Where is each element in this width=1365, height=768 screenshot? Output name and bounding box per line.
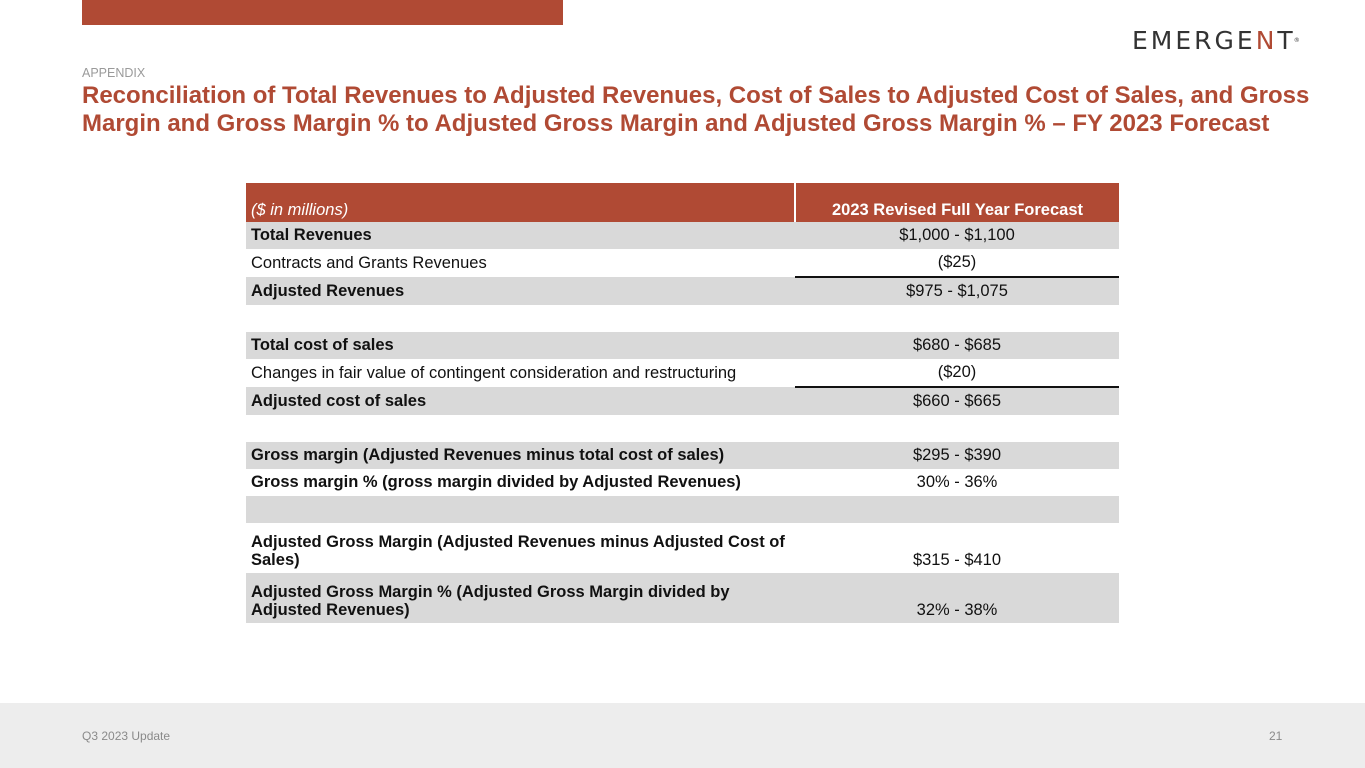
row-value: $1,000 - $1,100	[795, 222, 1119, 249]
section-kicker: APPENDIX	[82, 66, 146, 80]
table-row: Gross margin (Adjusted Revenues minus to…	[246, 442, 1119, 469]
table-row: Contracts and Grants Revenues ($25)	[246, 249, 1119, 278]
table-row: Adjusted Gross Margin % (Adjusted Gross …	[246, 573, 1119, 623]
emergent-logo: EMERGENT®	[1132, 26, 1308, 56]
row-value: $680 - $685	[795, 332, 1119, 359]
table-spacer-row	[246, 496, 1119, 523]
footer: Q3 2023 Update 21	[0, 703, 1365, 768]
row-label: Contracts and Grants Revenues	[251, 253, 487, 272]
row-value: 32% - 38%	[795, 573, 1119, 623]
column-header-units: ($ in millions)	[246, 183, 796, 222]
table-spacer-row	[246, 305, 1119, 332]
top-accent-bar	[82, 0, 563, 25]
reconciliation-table: ($ in millions) 2023 Revised Full Year F…	[246, 183, 1119, 623]
row-value: ($20)	[795, 359, 1119, 388]
row-value	[795, 415, 1119, 442]
table-row: Total Revenues $1,000 - $1,100	[246, 222, 1119, 249]
table-header-row: ($ in millions) 2023 Revised Full Year F…	[246, 183, 1119, 222]
page-title: Reconciliation of Total Revenues to Adju…	[82, 82, 1310, 137]
row-label	[246, 496, 795, 523]
row-value: $315 - $410	[912, 551, 1002, 569]
row-value	[795, 305, 1119, 332]
page-number: 21	[1269, 729, 1283, 743]
table-row: Adjusted cost of sales $660 - $665	[246, 387, 1119, 415]
footer-deck-title: Q3 2023 Update	[82, 729, 171, 743]
row-value: ($25)	[795, 249, 1119, 278]
row-value: $660 - $665	[795, 387, 1119, 415]
table-row: Total cost of sales $680 - $685	[246, 332, 1119, 359]
row-label: Total cost of sales	[246, 332, 795, 359]
row-label: Total Revenues	[246, 222, 795, 249]
row-label: Gross margin % (gross margin divided by …	[251, 473, 741, 491]
row-value: 30% - 36%	[916, 473, 998, 491]
table-row: Adjusted Revenues $975 - $1,075	[246, 277, 1119, 305]
row-label: Adjusted Revenues	[246, 277, 795, 305]
table-row: Gross margin % (gross margin divided by …	[246, 469, 1119, 496]
table-row: Changes in fair value of contingent cons…	[246, 359, 1119, 388]
row-label: Gross margin (Adjusted Revenues minus to…	[246, 442, 795, 469]
row-label	[246, 415, 795, 442]
row-value: $975 - $1,075	[795, 277, 1119, 305]
row-label: Adjusted Gross Margin % (Adjusted Gross …	[246, 573, 795, 623]
table-row: Adjusted Gross Margin (Adjusted Revenues…	[246, 523, 1119, 573]
row-value: $295 - $390	[795, 442, 1119, 469]
logo-text-start: EMERGE	[1132, 26, 1256, 55]
row-label: Adjusted Gross Margin (Adjusted Revenues…	[251, 533, 785, 569]
table-spacer-row	[246, 415, 1119, 442]
logo-accent-letter: N	[1255, 26, 1278, 55]
logo-text-end: T	[1277, 26, 1296, 55]
row-label: Changes in fair value of contingent cons…	[251, 363, 737, 382]
row-label	[246, 305, 795, 332]
row-label: Adjusted cost of sales	[246, 387, 795, 415]
logo-registered-mark: ®	[1293, 37, 1300, 44]
column-header-forecast: 2023 Revised Full Year Forecast	[795, 183, 1119, 222]
row-value	[795, 496, 1119, 523]
